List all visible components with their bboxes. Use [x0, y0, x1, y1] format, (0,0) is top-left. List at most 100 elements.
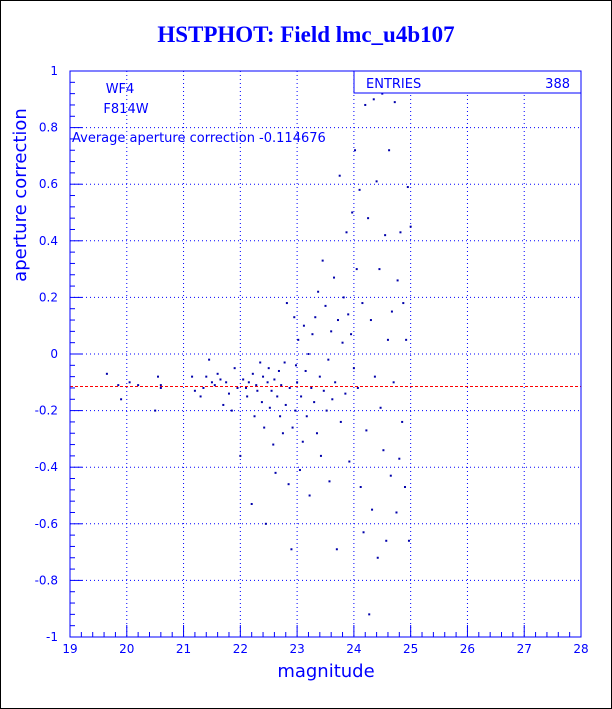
- data-point: [304, 369, 307, 372]
- data-point: [219, 378, 222, 381]
- data-point: [325, 409, 328, 412]
- y-tick-label: 0.4: [39, 234, 58, 248]
- stats-entries-label: ENTRIES: [366, 77, 421, 92]
- data-point: [388, 149, 391, 152]
- data-point: [356, 386, 359, 389]
- data-point: [137, 384, 140, 387]
- data-point: [193, 389, 196, 392]
- data-point: [301, 440, 304, 443]
- data-point: [359, 486, 362, 489]
- data-point: [280, 384, 283, 387]
- data-point: [311, 333, 314, 336]
- data-point: [384, 234, 387, 237]
- data-point: [367, 217, 370, 220]
- x-tick-label: 26: [460, 642, 475, 656]
- data-point: [315, 432, 318, 435]
- data-point: [256, 389, 259, 392]
- data-point: [259, 361, 262, 364]
- data-point: [296, 381, 299, 384]
- x-tick-label: 27: [517, 642, 532, 656]
- data-point: [327, 358, 330, 361]
- data-point: [409, 225, 412, 228]
- data-point: [268, 406, 271, 409]
- data-point: [277, 369, 280, 372]
- data-point: [317, 290, 320, 293]
- data-point: [262, 375, 265, 378]
- x-axis-title: magnitude: [277, 661, 374, 682]
- data-point: [199, 395, 202, 398]
- data-point: [385, 539, 388, 542]
- data-point: [274, 471, 277, 474]
- data-point: [350, 333, 353, 336]
- data-point: [375, 180, 378, 183]
- data-point: [260, 401, 263, 404]
- data-point: [294, 409, 297, 412]
- y-axis-title: aperture correction: [10, 108, 31, 282]
- data-point: [331, 398, 334, 401]
- x-tick-label: 19: [62, 642, 77, 656]
- average-correction-label: Average aperture correction -0.114676: [72, 131, 326, 146]
- data-point: [294, 364, 297, 367]
- data-point: [313, 401, 316, 404]
- data-point: [247, 381, 250, 384]
- data-point: [287, 483, 290, 486]
- y-tick-label: -0.6: [35, 517, 58, 531]
- data-point: [371, 508, 374, 511]
- data-point: [379, 406, 382, 409]
- data-point: [266, 381, 269, 384]
- data-point: [159, 384, 162, 387]
- data-point: [310, 386, 313, 389]
- data-point: [208, 358, 211, 361]
- data-point: [324, 304, 327, 307]
- data-point: [227, 392, 230, 395]
- data-point: [191, 375, 194, 378]
- data-point: [330, 330, 333, 333]
- data-point: [246, 395, 249, 398]
- data-point: [305, 415, 308, 418]
- data-point: [386, 338, 389, 341]
- data-point: [251, 372, 254, 375]
- data-point: [284, 403, 287, 406]
- data-point: [365, 429, 368, 432]
- data-point: [354, 149, 357, 152]
- data-point: [382, 449, 385, 452]
- data-point: [293, 316, 296, 319]
- grid-lines: [70, 71, 581, 637]
- data-point: [342, 296, 345, 299]
- data-point: [213, 384, 216, 387]
- y-tick-label: -0.2: [35, 404, 58, 418]
- data-point: [403, 486, 406, 489]
- data-point: [117, 384, 120, 387]
- data-point: [389, 474, 392, 477]
- y-tick-label: -0.8: [35, 573, 58, 587]
- data-point: [392, 381, 395, 384]
- data-point: [263, 426, 266, 429]
- data-point: [395, 511, 398, 514]
- data-point: [239, 454, 242, 457]
- data-point: [288, 386, 291, 389]
- data-point: [407, 539, 410, 542]
- data-point: [120, 398, 123, 401]
- data-point: [358, 188, 361, 191]
- data-point: [291, 426, 294, 429]
- chart-title: HSTPHOT: Field lmc_u4b107: [157, 22, 455, 47]
- stats-box: ENTRIES 388: [353, 70, 582, 94]
- data-point: [233, 367, 236, 370]
- data-point: [322, 389, 325, 392]
- data-point: [319, 454, 322, 457]
- data-point: [298, 469, 301, 472]
- x-tick-label: 22: [233, 642, 248, 656]
- data-point: [105, 372, 108, 375]
- data-point: [334, 381, 337, 384]
- y-tick-label: 0.8: [39, 121, 58, 135]
- detector-label: WF4: [106, 82, 135, 97]
- data-point: [302, 324, 305, 327]
- data-point: [335, 548, 338, 551]
- data-point: [398, 457, 401, 460]
- data-point: [336, 319, 339, 322]
- data-point: [396, 279, 399, 282]
- data-point: [406, 186, 409, 189]
- x-tick-label: 20: [119, 642, 134, 656]
- data-point: [348, 460, 351, 463]
- data-points: [105, 92, 412, 616]
